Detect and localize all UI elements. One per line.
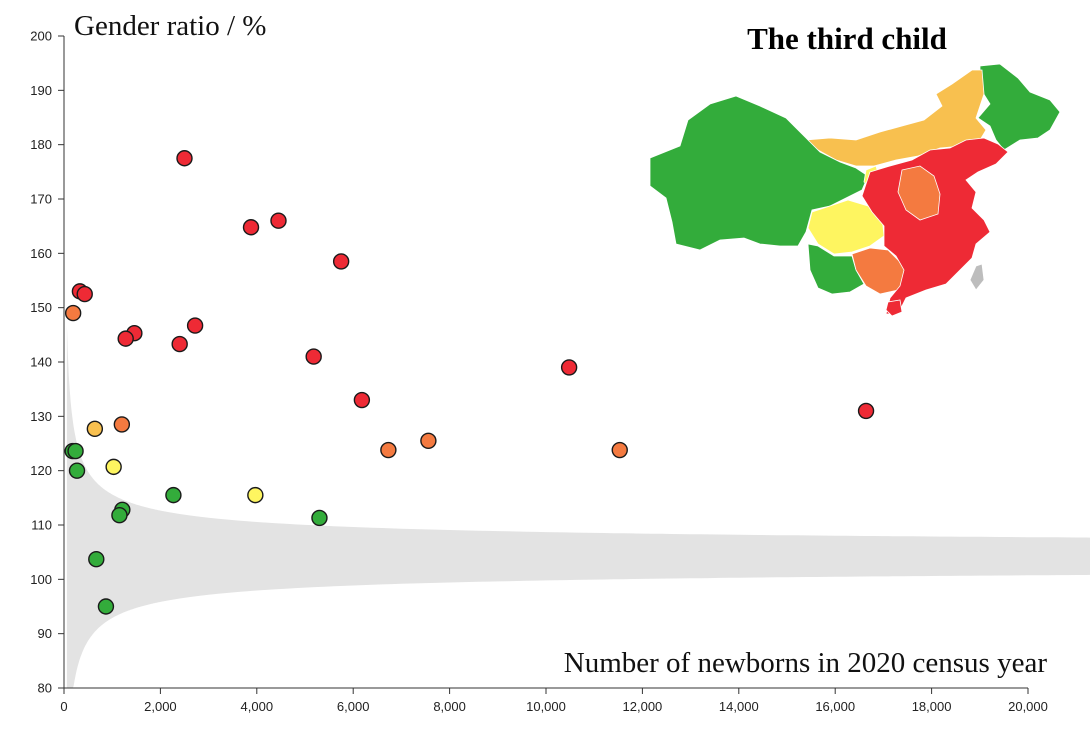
data-point xyxy=(305,348,322,365)
y-tick-label: 150 xyxy=(30,300,52,315)
data-point xyxy=(111,507,128,524)
data-point xyxy=(113,416,131,433)
y-tick-label: 80 xyxy=(38,681,52,696)
x-tick-label: 6,000 xyxy=(337,699,370,714)
x-ticks: 0 2,000 4,000 6,000 8,000 10,000 12,000 14,000 1… xyxy=(60,688,1048,714)
y-tick-label: 160 xyxy=(30,246,52,261)
map-region-yunnan xyxy=(807,243,865,295)
data-point xyxy=(242,219,260,236)
data-point xyxy=(270,212,287,229)
data-point xyxy=(380,441,397,459)
x-tick-label: 14,000 xyxy=(719,699,759,714)
map-region-northwest xyxy=(649,95,869,251)
data-point xyxy=(611,441,628,459)
data-point xyxy=(117,330,134,347)
data-point xyxy=(560,359,578,376)
y-tick-label: 200 xyxy=(30,29,52,44)
x-tick-label: 18,000 xyxy=(912,699,952,714)
x-tick-label: 20,000 xyxy=(1008,699,1048,714)
y-tick-label: 170 xyxy=(30,192,52,207)
x-tick-label: 12,000 xyxy=(623,699,663,714)
data-point xyxy=(105,458,122,476)
map-region-shanxi xyxy=(897,165,941,221)
x-tick-label: 10,000 xyxy=(526,699,566,714)
y-tick-label: 130 xyxy=(30,409,52,424)
map-region-taiwan xyxy=(969,263,985,291)
band-area xyxy=(66,325,1090,688)
confidence-band xyxy=(66,325,1090,688)
map-region-northeast xyxy=(977,63,1061,151)
map-region-central-east xyxy=(861,137,1009,315)
y-tick-label: 90 xyxy=(38,626,52,641)
data-point xyxy=(97,598,115,615)
map-region-inner-mongolia xyxy=(804,69,987,167)
map-region-hainan xyxy=(885,299,903,317)
data-point xyxy=(353,391,371,409)
x-tick-label: 4,000 xyxy=(241,699,274,714)
y-axis-label: Gender ratio / % xyxy=(74,10,266,42)
data-point xyxy=(86,420,104,438)
map-region-sichuan xyxy=(807,199,885,255)
y-tick-label: 100 xyxy=(30,572,52,587)
data-point xyxy=(68,462,86,479)
y-tick-label: 120 xyxy=(30,463,52,478)
data-point xyxy=(165,486,182,504)
data-point xyxy=(76,285,93,303)
data-point xyxy=(332,253,350,270)
data-point xyxy=(857,402,875,420)
x-tick-label: 16,000 xyxy=(815,699,855,714)
data-point xyxy=(311,509,328,527)
data-point xyxy=(171,335,188,353)
data-point xyxy=(88,551,105,568)
chart-title: The third child xyxy=(747,21,947,56)
y-tick-label: 190 xyxy=(30,83,52,98)
data-point xyxy=(64,304,82,322)
data-points xyxy=(64,150,875,615)
x-axis-label: Number of newborns in 2020 census year xyxy=(564,647,1048,679)
china-map-inset xyxy=(649,63,1061,317)
y-tick-label: 110 xyxy=(31,518,52,533)
data-point xyxy=(420,432,437,449)
data-point xyxy=(176,150,193,167)
x-tick-label: 0 xyxy=(60,699,67,714)
y-tick-label: 140 xyxy=(30,355,52,370)
y-tick-label: 180 xyxy=(30,137,52,152)
data-point xyxy=(186,317,204,334)
data-point xyxy=(247,486,264,504)
x-tick-label: 8,000 xyxy=(433,699,466,714)
y-ticks: 80 90 100 110 120 130 140 150 160 170 180 190 200 xyxy=(30,29,64,696)
data-point xyxy=(67,442,84,460)
x-tick-label: 2,000 xyxy=(144,699,177,714)
